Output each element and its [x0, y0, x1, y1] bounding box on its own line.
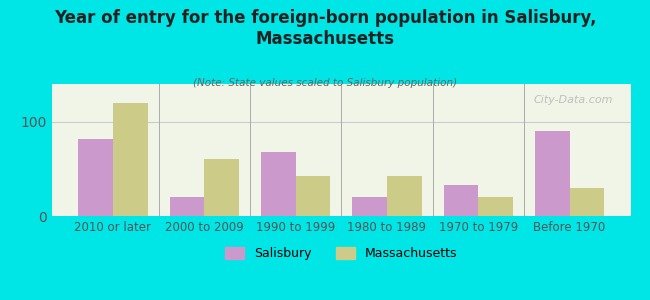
Legend: Salisbury, Massachusetts: Salisbury, Massachusetts	[220, 242, 463, 265]
Bar	[78, 139, 113, 216]
Bar	[535, 131, 569, 216]
Bar	[261, 152, 296, 216]
Bar	[113, 103, 148, 216]
Bar	[443, 185, 478, 216]
Text: Year of entry for the foreign-born population in Salisbury,
Massachusetts: Year of entry for the foreign-born popul…	[54, 9, 596, 48]
Bar	[569, 188, 604, 216]
Text: City-Data.com: City-Data.com	[534, 94, 613, 105]
Text: (Note: State values scaled to Salisbury population): (Note: State values scaled to Salisbury …	[193, 78, 457, 88]
Bar	[204, 159, 239, 216]
Bar	[478, 197, 513, 216]
Bar	[387, 176, 422, 216]
Bar	[296, 176, 330, 216]
Bar	[352, 197, 387, 216]
Bar	[170, 197, 204, 216]
